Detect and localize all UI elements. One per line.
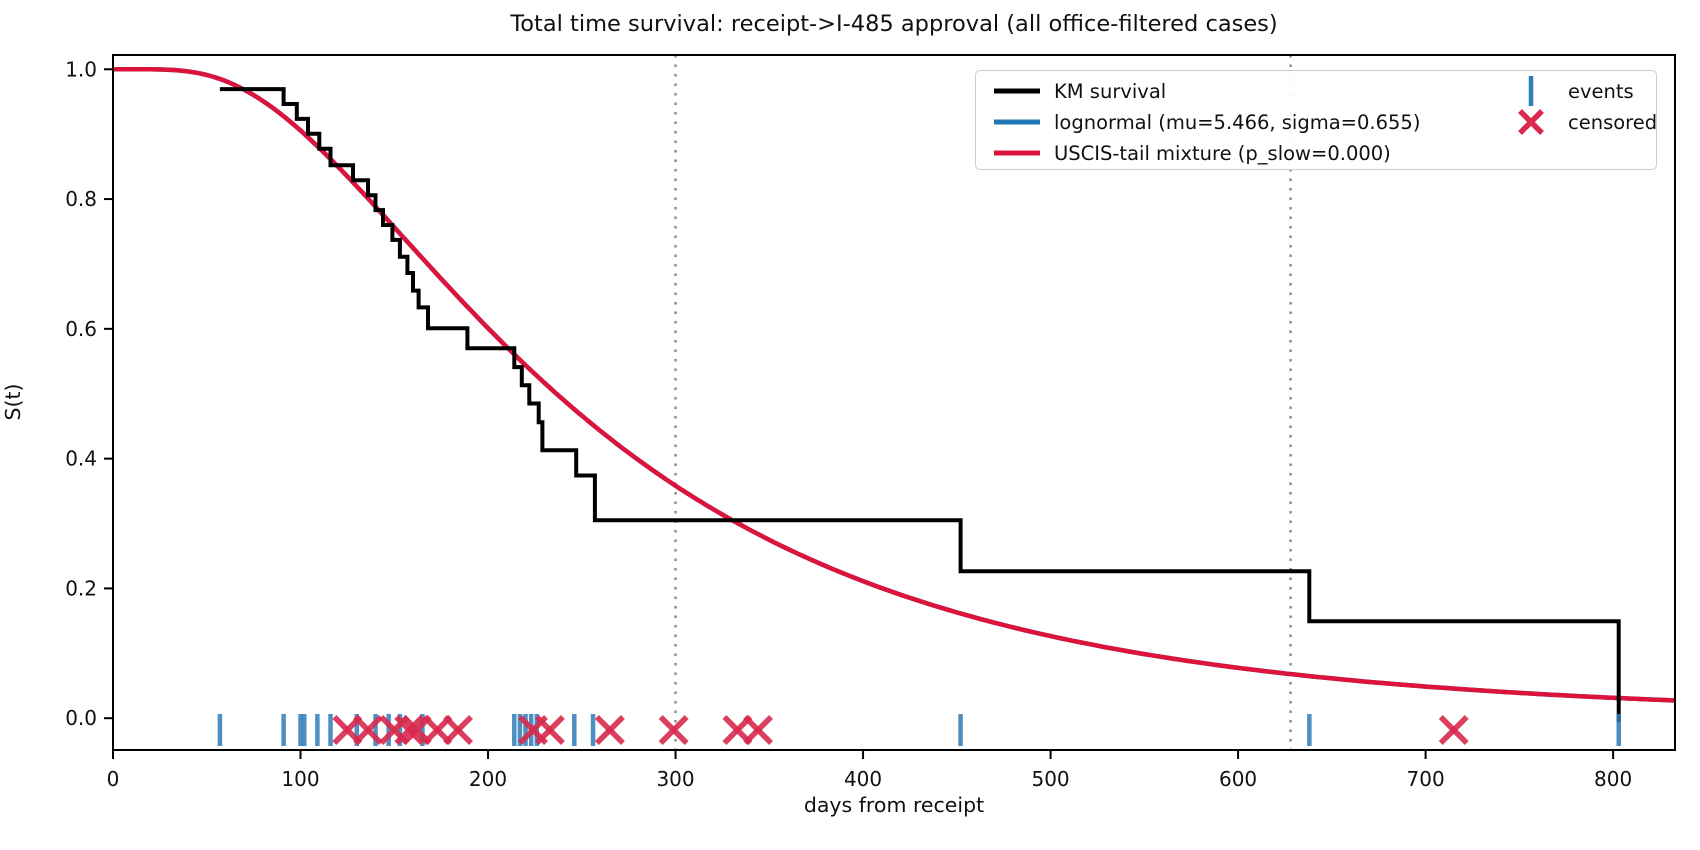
- x-tick-label: 200: [469, 767, 507, 791]
- legend-entry-lognormal: lognormal (mu=5.466, sigma=0.655): [992, 109, 1420, 135]
- censored-x-marker: [534, 715, 565, 745]
- censored-x-marker: [394, 715, 425, 745]
- x-axis-label: days from receipt: [803, 793, 985, 817]
- y-tick-label: 0.6: [65, 317, 97, 341]
- chart-title: Total time survival: receipt->I-485 appr…: [510, 11, 1278, 37]
- censored-x-marker: [1438, 715, 1469, 745]
- legend: KM survival lognormal (mu=5.466, sigma=0…: [975, 70, 1657, 170]
- censored-x-marker: [353, 715, 383, 745]
- y-tick-label: 1.0: [65, 57, 97, 81]
- x-tick-label: 600: [1219, 767, 1257, 791]
- legend-label: events: [1568, 79, 1634, 103]
- x-tick-label: 800: [1594, 767, 1632, 791]
- x-tick-label: 700: [1407, 767, 1445, 791]
- censored-x-swatch: [1506, 105, 1556, 139]
- km-line-swatch: [992, 74, 1042, 108]
- legend-label: KM survival: [1054, 79, 1167, 103]
- censored-x-marker: [658, 715, 689, 745]
- censored-x-marker: [743, 715, 773, 745]
- legend-label: lognormal (mu=5.466, sigma=0.655): [1054, 110, 1421, 134]
- y-tick-label: 0.4: [65, 447, 97, 471]
- y-tick-label: 0.0: [65, 706, 97, 730]
- events-tick-swatch: [1506, 74, 1556, 108]
- y-axis-label: S(t): [1, 383, 25, 421]
- mixture-curve: [113, 67, 1676, 703]
- legend-entry-mixture: USCIS-tail mixture (p_slow=0.000): [992, 140, 1391, 166]
- legend-entry-events: events: [1506, 76, 1634, 106]
- x-tick-label: 300: [656, 767, 694, 791]
- legend-label: censored: [1568, 110, 1658, 134]
- plot-spines: [112, 54, 1676, 751]
- x-tick-label: 100: [281, 767, 319, 791]
- lognormal-line-swatch: [992, 105, 1042, 139]
- y-tick-label: 0.8: [65, 187, 97, 211]
- legend-entry-censored: censored: [1506, 109, 1657, 135]
- mixture-line-swatch: [992, 136, 1042, 170]
- x-tick-label: 500: [1031, 767, 1069, 791]
- censored-x-marker: [594, 715, 625, 745]
- legend-label: USCIS-tail mixture (p_slow=0.000): [1054, 141, 1391, 165]
- x-tick-label: 400: [844, 767, 882, 791]
- x-tick-label: 0: [107, 767, 120, 791]
- legend-entry-km: KM survival: [992, 78, 1166, 104]
- censored-x-marker: [443, 715, 473, 745]
- y-tick-label: 0.2: [65, 576, 97, 600]
- km-curve: [219, 87, 1621, 723]
